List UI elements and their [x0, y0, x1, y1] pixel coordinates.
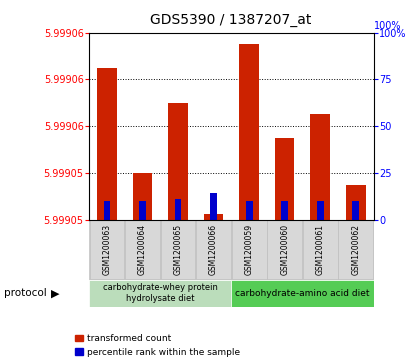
Bar — [90, 220, 124, 279]
Bar — [210, 193, 217, 220]
Text: GSM1200061: GSM1200061 — [316, 224, 325, 275]
Bar — [89, 280, 232, 307]
Bar — [97, 68, 117, 220]
Bar — [303, 220, 338, 279]
Text: 100%: 100% — [374, 21, 401, 31]
Bar — [346, 184, 366, 220]
Bar — [175, 199, 181, 220]
Bar — [125, 220, 160, 279]
Bar — [281, 201, 288, 220]
Bar — [310, 114, 330, 220]
Bar — [139, 201, 146, 220]
Bar — [104, 201, 110, 220]
Text: ▶: ▶ — [51, 288, 59, 298]
Bar — [196, 220, 231, 279]
Bar — [232, 280, 374, 307]
Text: GSM1200059: GSM1200059 — [244, 224, 254, 275]
Bar — [232, 220, 266, 279]
Text: GSM1200065: GSM1200065 — [173, 224, 183, 275]
Text: GSM1200064: GSM1200064 — [138, 224, 147, 275]
Text: protocol: protocol — [4, 288, 47, 298]
Bar — [168, 103, 188, 220]
Bar — [204, 214, 223, 220]
Bar — [161, 220, 195, 279]
Legend: transformed count, percentile rank within the sample: transformed count, percentile rank withi… — [75, 334, 240, 357]
Text: GSM1200060: GSM1200060 — [280, 224, 289, 275]
Bar — [246, 201, 253, 220]
Text: GDS5390 / 1387207_at: GDS5390 / 1387207_at — [150, 13, 311, 27]
Bar — [317, 201, 324, 220]
Bar — [239, 44, 259, 220]
Text: GSM1200066: GSM1200066 — [209, 224, 218, 275]
Bar — [275, 138, 294, 220]
Bar — [267, 220, 302, 279]
Bar — [133, 173, 152, 220]
Text: GSM1200062: GSM1200062 — [351, 224, 360, 275]
Text: GSM1200063: GSM1200063 — [103, 224, 112, 275]
Text: carbohydrate-whey protein
hydrolysate diet: carbohydrate-whey protein hydrolysate di… — [103, 284, 218, 303]
Text: carbohydrate-amino acid diet: carbohydrate-amino acid diet — [235, 289, 370, 298]
Bar — [338, 220, 373, 279]
Bar — [352, 201, 359, 220]
